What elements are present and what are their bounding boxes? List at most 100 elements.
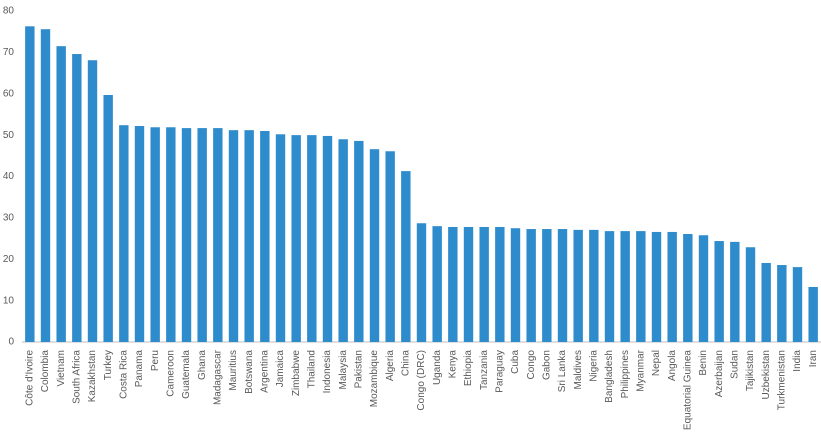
y-tick-label: 50 (3, 130, 15, 141)
x-tick-label: Cameroon (165, 350, 176, 397)
x-tick-label: Mauritius (228, 350, 239, 391)
x-tick-label: Tanzania (479, 350, 490, 390)
bar (197, 128, 207, 342)
bar (667, 231, 677, 342)
x-tick-label: Malaysia (338, 350, 349, 390)
bar (228, 130, 239, 342)
bar (244, 130, 254, 342)
bar (103, 94, 113, 343)
bar (526, 229, 536, 342)
bar (792, 267, 803, 342)
y-tick-label: 0 (8, 337, 14, 348)
x-tick-label: South Africa (71, 350, 82, 404)
x-tick-label: Maldives (573, 350, 584, 389)
bar (542, 229, 552, 342)
bar (730, 241, 740, 342)
bar (620, 231, 630, 342)
bar (808, 286, 818, 342)
x-tick-label: Azerbaijan (714, 350, 725, 397)
x-tick-label: Gabon (541, 350, 552, 380)
x-tick-label: Iran (808, 350, 819, 367)
y-tick-label: 40 (3, 171, 15, 182)
x-tick-label: Panama (134, 350, 145, 388)
bar (416, 223, 427, 342)
x-tick-label: Tajikistan (745, 350, 756, 391)
x-tick-label: Cuba (510, 350, 521, 374)
bar (260, 130, 270, 342)
bar (401, 171, 411, 342)
x-tick-label: Thailand (306, 350, 317, 388)
bar (166, 127, 176, 342)
bar (573, 229, 583, 342)
bar (761, 262, 771, 342)
x-tick-label: Myanmar (635, 349, 646, 391)
bar (119, 125, 129, 342)
y-tick-label: 20 (3, 254, 15, 265)
y-tick-label: 60 (3, 88, 15, 99)
x-tick-label: India (792, 350, 803, 372)
bar (479, 226, 489, 342)
bar (25, 26, 35, 343)
bar (463, 226, 474, 342)
bar (56, 46, 66, 342)
bar (338, 139, 348, 342)
x-tick-label: Congo (526, 350, 537, 380)
x-tick-label: Côte d'Ivoire (24, 350, 35, 406)
bar (150, 127, 160, 342)
x-tick-label: Sudan (729, 350, 740, 379)
x-tick-label: Ethiopia (463, 350, 474, 387)
x-tick-label: Jamaica (275, 350, 286, 388)
x-tick-label: Uzbekistan (761, 350, 772, 399)
x-tick-label: Kazakhstan (87, 350, 98, 402)
x-tick-label: Uganda (432, 350, 443, 385)
x-tick-label: Congo (DRC) (416, 350, 427, 411)
y-tick-label: 30 (3, 213, 15, 224)
bar (213, 128, 223, 342)
x-tick-label: Nigeria (588, 350, 599, 382)
bar (745, 247, 756, 342)
x-tick-label: Argentina (259, 350, 270, 393)
bar (322, 135, 333, 342)
x-tick-label: Turkmenistan (776, 350, 787, 410)
x-tick-label: Madagascar (212, 349, 223, 405)
bar (87, 60, 98, 342)
x-tick-label: Peru (150, 350, 161, 371)
x-tick-label: Benin (698, 350, 709, 376)
x-tick-label: Sri Lanka (557, 350, 568, 393)
bar (134, 126, 145, 343)
bar (683, 234, 693, 342)
bar (495, 226, 505, 342)
bar (714, 241, 724, 342)
y-tick-label: 80 (3, 6, 15, 17)
x-tick-label: Ghana (197, 350, 208, 380)
bar (432, 226, 442, 342)
x-tick-label: Botswana (244, 350, 255, 394)
x-tick-label: Guatemala (181, 350, 192, 399)
bar (448, 226, 458, 342)
bar (369, 149, 380, 342)
bar (385, 151, 395, 342)
x-tick-label: Philippines (620, 350, 631, 398)
x-tick-label: Zimbabwe (291, 350, 302, 397)
x-tick-label: Equatorial Guinea (682, 350, 693, 430)
bar (354, 140, 364, 342)
bar (40, 29, 51, 343)
bar (275, 134, 286, 342)
bar (72, 54, 82, 342)
x-tick-label: Bangladesh (604, 350, 615, 403)
bar (651, 231, 662, 342)
x-tick-label: Nepal (651, 350, 662, 376)
bar (510, 228, 521, 342)
y-tick-label: 10 (3, 295, 15, 306)
bar (557, 229, 568, 342)
x-tick-label: Kenya (447, 350, 458, 379)
x-tick-label: Costa Rica (118, 350, 129, 399)
bar (181, 128, 192, 342)
x-tick-label: Paraguay (494, 350, 505, 393)
x-tick-label: Pakistan (353, 350, 364, 388)
bar (698, 235, 709, 342)
bar (589, 229, 599, 342)
x-tick-label: Angola (667, 350, 678, 382)
bar (636, 231, 646, 342)
bar (777, 265, 787, 342)
